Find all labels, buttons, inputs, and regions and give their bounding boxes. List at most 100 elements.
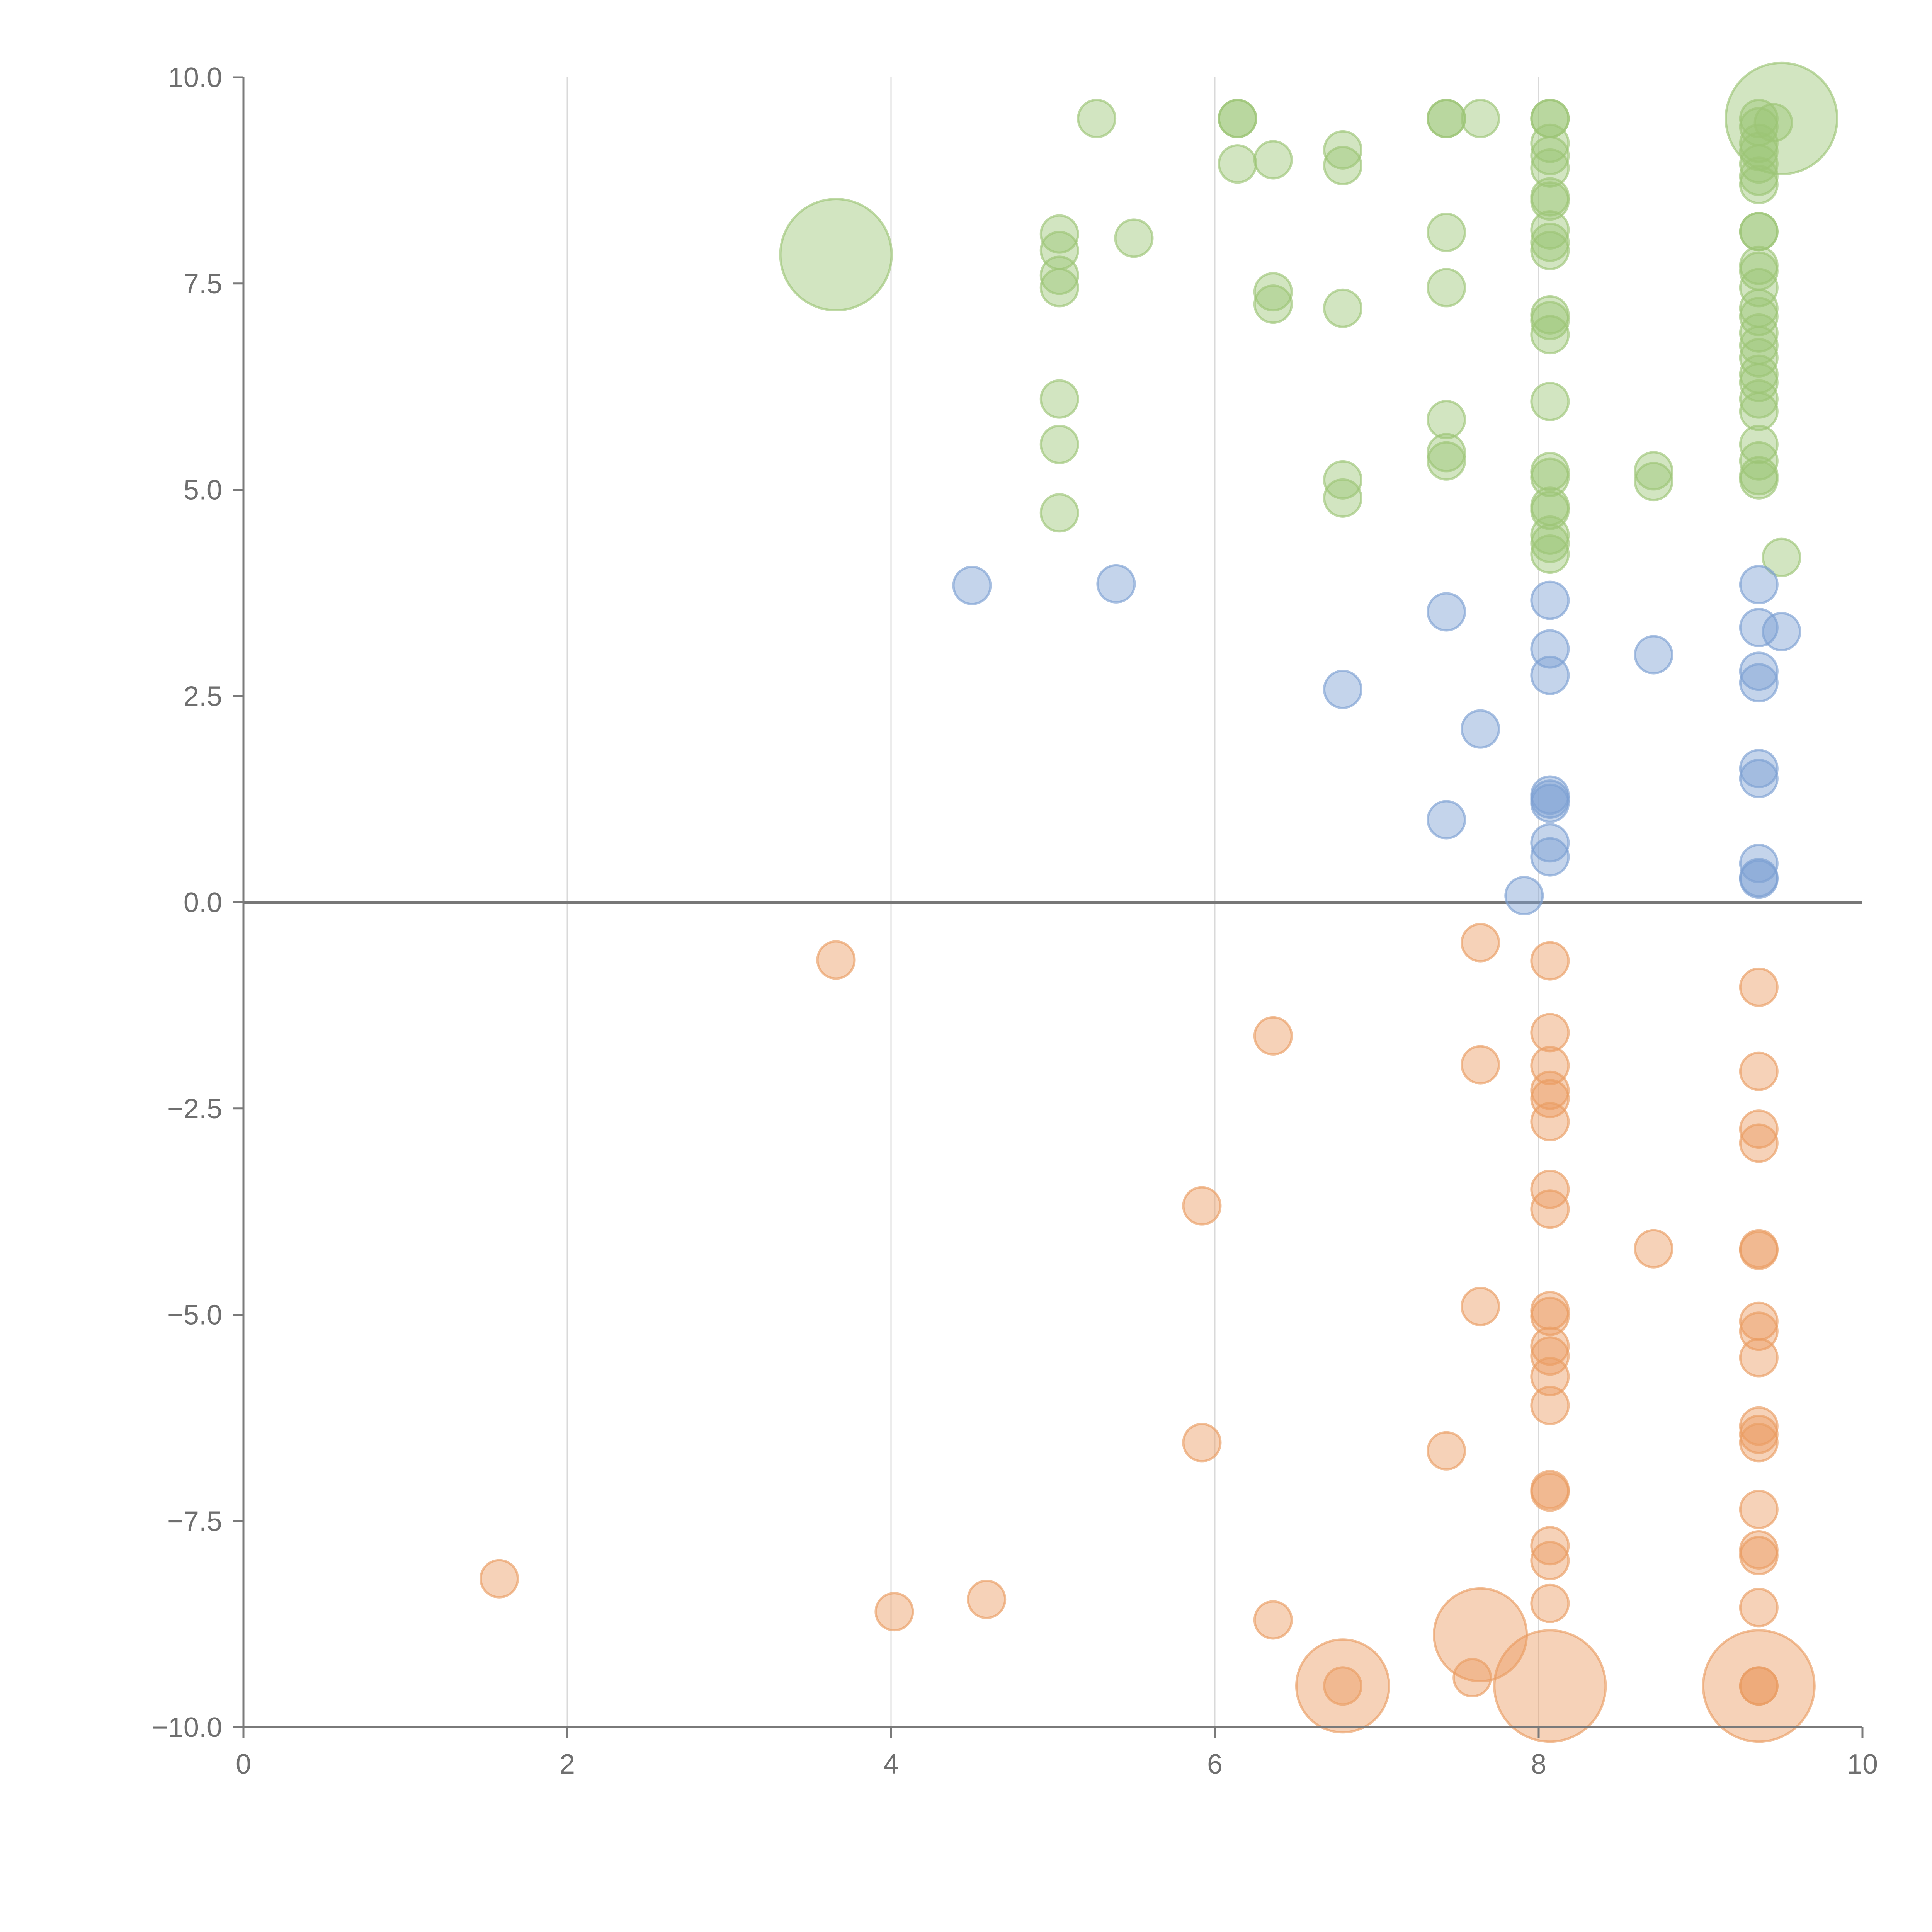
bubble-point-orange-46: [967, 1580, 1007, 1619]
bubble-point-orange-8: [1530, 1079, 1570, 1119]
x-tick-label: 0: [236, 1749, 251, 1780]
bubble-point-blue-5: [1427, 800, 1466, 840]
bubble-point-blue-22: [1739, 759, 1779, 798]
bubble-point-blue-13: [1530, 823, 1570, 863]
bubble-point-green-4: [1218, 99, 1257, 138]
bubble-point-orange-1: [1253, 1016, 1293, 1056]
bubble-point-green-78: [1634, 462, 1673, 502]
bubble-point-green-34: [1039, 268, 1079, 308]
bubble-layer: [480, 61, 1838, 1743]
bubble-point-green-11: [1461, 99, 1500, 138]
bubble-point-orange-43: [1739, 1588, 1779, 1628]
bubble-point-green-30: [1039, 214, 1079, 254]
bubble-point-green-71: [1530, 457, 1570, 497]
bubble-point-blue-16: [1739, 565, 1779, 605]
bubble-point-green-18: [1530, 181, 1570, 221]
bubble-point-orange-22: [1530, 1357, 1570, 1396]
bubble-point-orange-24: [1634, 1229, 1673, 1269]
bubble-point-green-38: [1427, 213, 1466, 252]
bubble-point-green-56: [1739, 379, 1779, 419]
bubble-point-green-45: [1739, 212, 1779, 252]
bubble-point-green-29: [1753, 103, 1793, 143]
bubble-point-orange-51: [1739, 1666, 1779, 1706]
bubble-point-orange-19: [1530, 1296, 1570, 1336]
y-tick-label: −2.5: [167, 1094, 222, 1124]
bubble-point-green-42: [1530, 315, 1570, 355]
bubble-point-orange-0: [816, 940, 856, 980]
x-tick-label: 6: [1207, 1749, 1223, 1780]
x-tick-label: 8: [1531, 1749, 1546, 1780]
bubble-point-blue-1: [1096, 564, 1136, 604]
y-tick-label: 7.5: [184, 269, 222, 299]
bubble-point-orange-39: [1739, 1423, 1779, 1463]
bubble-point-blue-23: [1739, 844, 1779, 883]
bubble-point-orange-12: [1739, 1109, 1779, 1149]
bubble-point-orange-36: [1530, 1583, 1570, 1623]
bubble-point-blue-19: [1739, 651, 1779, 691]
bubble-point-green-62: [1039, 379, 1079, 419]
bubble-point-blue-15: [1634, 635, 1673, 675]
bubble-point-orange-3: [1461, 1045, 1500, 1085]
bubble-point-green-48: [1739, 268, 1779, 308]
bubble-point-orange-30: [1182, 1423, 1222, 1463]
bubble-point-green-24: [1739, 123, 1779, 163]
bubble-point-blue-12: [1530, 783, 1570, 823]
bubble-point-orange-5: [1530, 1013, 1570, 1053]
bubble-point-green-39: [1427, 268, 1466, 308]
bubble-point-green-75: [1530, 524, 1570, 563]
bubble-point-orange-33: [1530, 1472, 1570, 1512]
bubble-point-green-19: [1530, 210, 1570, 250]
bubble-point-green-76: [1530, 534, 1570, 574]
bubble-point-green-21: [1530, 231, 1570, 270]
y-tick-label: 0.0: [184, 887, 222, 918]
bubble-point-orange-11: [1739, 1051, 1779, 1091]
bubble-point-orange-10: [1739, 967, 1779, 1007]
axis-layer: 0 2 4 6 8 10 10.0 7.5 5.0 2.5 0.0 −2.5 −5.0 −7.5 −10.0: [152, 62, 1878, 1780]
bubble-point-green-58: [1739, 425, 1779, 464]
bubble-point-orange-15: [1461, 1287, 1500, 1327]
bubble-point-green-64: [1039, 493, 1079, 533]
bubble-point-green-32: [1114, 218, 1154, 258]
bubble-point-blue-0: [952, 566, 992, 605]
bubble-point-green-57: [1739, 391, 1779, 431]
bubble-point-blue-14: [1530, 837, 1570, 877]
bubble-point-orange-7: [1530, 1070, 1570, 1110]
bubble-point-green-28: [1739, 165, 1779, 204]
bubble-point-green-16: [1530, 148, 1570, 188]
bubble-point-orange-45: [874, 1592, 914, 1632]
y-tick-label: −5.0: [167, 1300, 222, 1331]
bubble-point-green-67: [1427, 400, 1466, 440]
x-tick-label: 4: [883, 1749, 899, 1780]
bubble-point-orange-13: [1739, 1123, 1779, 1163]
bubble-point-orange-49: [1323, 1666, 1363, 1706]
bubble-point-green-66: [1323, 478, 1363, 518]
bubble-point-green-8: [1323, 146, 1363, 185]
y-tick-label: 5.0: [184, 475, 222, 506]
bubble-point-green-15: [1530, 136, 1570, 175]
bubble-point-green-63: [1039, 425, 1079, 464]
y-tick-label: −10.0: [152, 1712, 222, 1743]
bubble-point-blue-25: [1739, 859, 1779, 899]
bubble-point-green-61: [1739, 460, 1779, 500]
bubble-point-orange-35: [1530, 1541, 1570, 1580]
bubble-point-green-69: [1427, 441, 1466, 481]
bubble-point-orange-17: [1530, 1189, 1570, 1229]
bubble-point-blue-7: [1530, 580, 1570, 620]
bubble-point-orange-23: [1530, 1386, 1570, 1425]
bubble-point-orange-31: [1427, 1431, 1466, 1471]
bubble-point-orange-20: [1530, 1326, 1570, 1366]
bubble-point-blue-18: [1762, 612, 1801, 651]
bubble-point-orange-16: [1530, 1169, 1570, 1209]
bubble-point-blue-20: [1739, 663, 1779, 703]
bubble-point-green-10: [1427, 99, 1466, 138]
bubble-point-green-35: [1253, 272, 1293, 312]
bubble-point-blue-4: [1461, 709, 1500, 749]
bubble-point-orange-14: [1182, 1186, 1222, 1226]
y-tick-label: 2.5: [184, 681, 222, 712]
x-tick-label: 2: [560, 1749, 575, 1780]
bubble-point-green-79: [1762, 537, 1801, 577]
bubble-point-blue-3: [1427, 592, 1466, 632]
bubble-point-orange-48: [1452, 1658, 1492, 1697]
